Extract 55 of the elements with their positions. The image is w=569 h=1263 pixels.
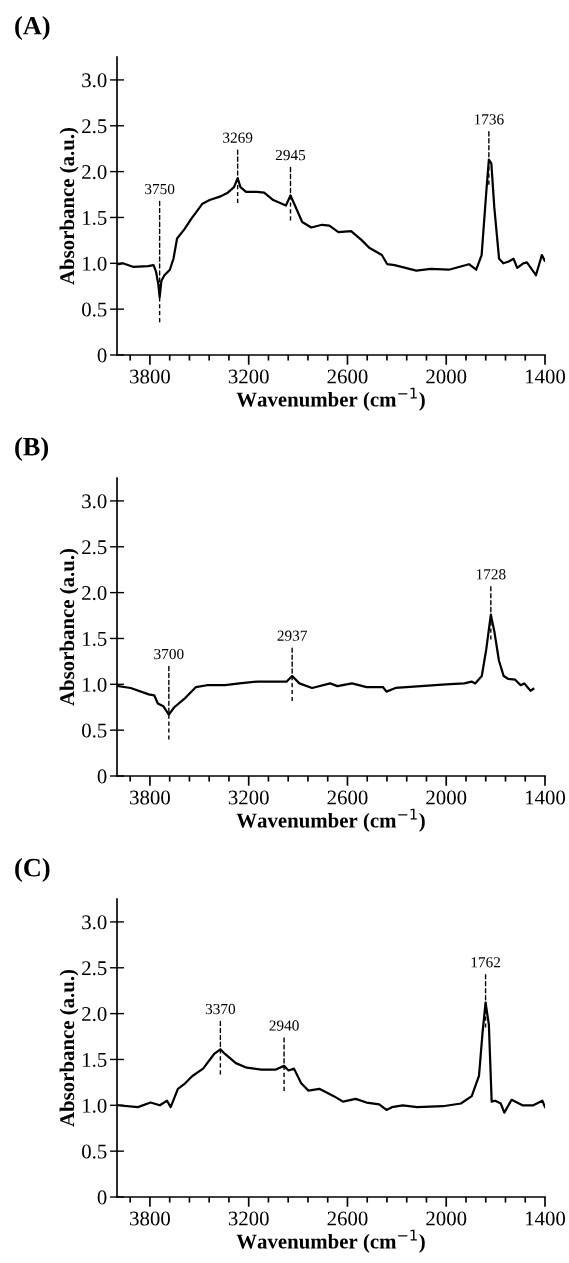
y-tick-label: 2.5 bbox=[82, 119, 107, 134]
y-tick-label: 2.5 bbox=[82, 540, 107, 555]
y-tick-label: 0.5 bbox=[82, 723, 107, 738]
annotation: 3269 bbox=[223, 132, 253, 143]
annotation: 3370 bbox=[205, 1003, 236, 1015]
annotation: 2940 bbox=[269, 1020, 299, 1031]
y-tick-label: 0.5 bbox=[82, 1144, 107, 1159]
y-tick-label: 1.0 bbox=[83, 677, 107, 692]
y-tick-label: 1.5 bbox=[83, 1052, 107, 1067]
x-tick-label: 2000 bbox=[426, 1211, 467, 1226]
annotation: 2945 bbox=[275, 149, 306, 161]
y-tick-label: 3.0 bbox=[82, 73, 107, 88]
y-tick-label: 2.0 bbox=[82, 585, 107, 601]
y-tick-label: 0 bbox=[97, 1190, 107, 1205]
annotation: 3750 bbox=[145, 183, 175, 195]
annotation: 2937 bbox=[277, 630, 307, 641]
y-axis-title: Absorbance (a.u.) bbox=[59, 969, 79, 1127]
y-tick-label: 0 bbox=[97, 769, 107, 784]
x-tick-label: 1400 bbox=[526, 790, 566, 805]
y-axis-title: Absorbance (a.u.) bbox=[59, 127, 79, 285]
x-tick-label: 3200 bbox=[228, 790, 269, 805]
x-tick-label: 3200 bbox=[228, 369, 269, 384]
annotation: 1762 bbox=[471, 957, 501, 968]
y-tick-label: 3.0 bbox=[82, 915, 107, 930]
x-tick-label: 3800 bbox=[130, 790, 170, 805]
y-tick-label: 1.5 bbox=[83, 210, 107, 225]
y-tick-label: 1.0 bbox=[83, 1098, 107, 1113]
annotation: 3700 bbox=[154, 648, 184, 660]
x-tick-label: 1400 bbox=[526, 1211, 566, 1226]
y-tick-label: 1.5 bbox=[83, 631, 107, 646]
y-tick-label: 2.0 bbox=[82, 164, 107, 180]
x-axis-title: Wavenumber (cm$^{−1}$) bbox=[236, 808, 425, 832]
y-tick-label: 0 bbox=[97, 348, 107, 363]
y-tick-label: 2.0 bbox=[82, 1006, 107, 1022]
x-tick-label: 2600 bbox=[327, 1211, 368, 1226]
y-tick-label: 0.5 bbox=[82, 302, 107, 317]
y-tick-label: 2.5 bbox=[82, 961, 107, 976]
y-tick-label: 3.0 bbox=[82, 494, 107, 509]
chart-title: (C) bbox=[15, 858, 50, 882]
annotation: 1736 bbox=[474, 114, 504, 125]
x-tick-label: 2000 bbox=[426, 790, 467, 805]
y-tick-label: 1.0 bbox=[83, 256, 107, 271]
x-tick-label: 3800 bbox=[130, 1211, 170, 1226]
x-tick-label: 2600 bbox=[327, 790, 368, 805]
annotation: 1728 bbox=[476, 569, 506, 580]
x-axis-title: Wavenumber (cm$^{−1}$) bbox=[236, 387, 425, 411]
y-axis-title: Absorbance (a.u.) bbox=[59, 548, 79, 706]
x-tick-label: 3800 bbox=[130, 369, 170, 384]
x-tick-label: 1400 bbox=[526, 369, 566, 384]
x-axis-title: Wavenumber (cm$^{−1}$) bbox=[236, 1229, 425, 1253]
chart-title: (B) bbox=[15, 437, 49, 461]
x-tick-label: 2000 bbox=[426, 369, 467, 384]
chart-title: (A) bbox=[15, 16, 50, 40]
x-tick-label: 3200 bbox=[228, 1211, 269, 1226]
x-tick-label: 2600 bbox=[327, 369, 368, 384]
